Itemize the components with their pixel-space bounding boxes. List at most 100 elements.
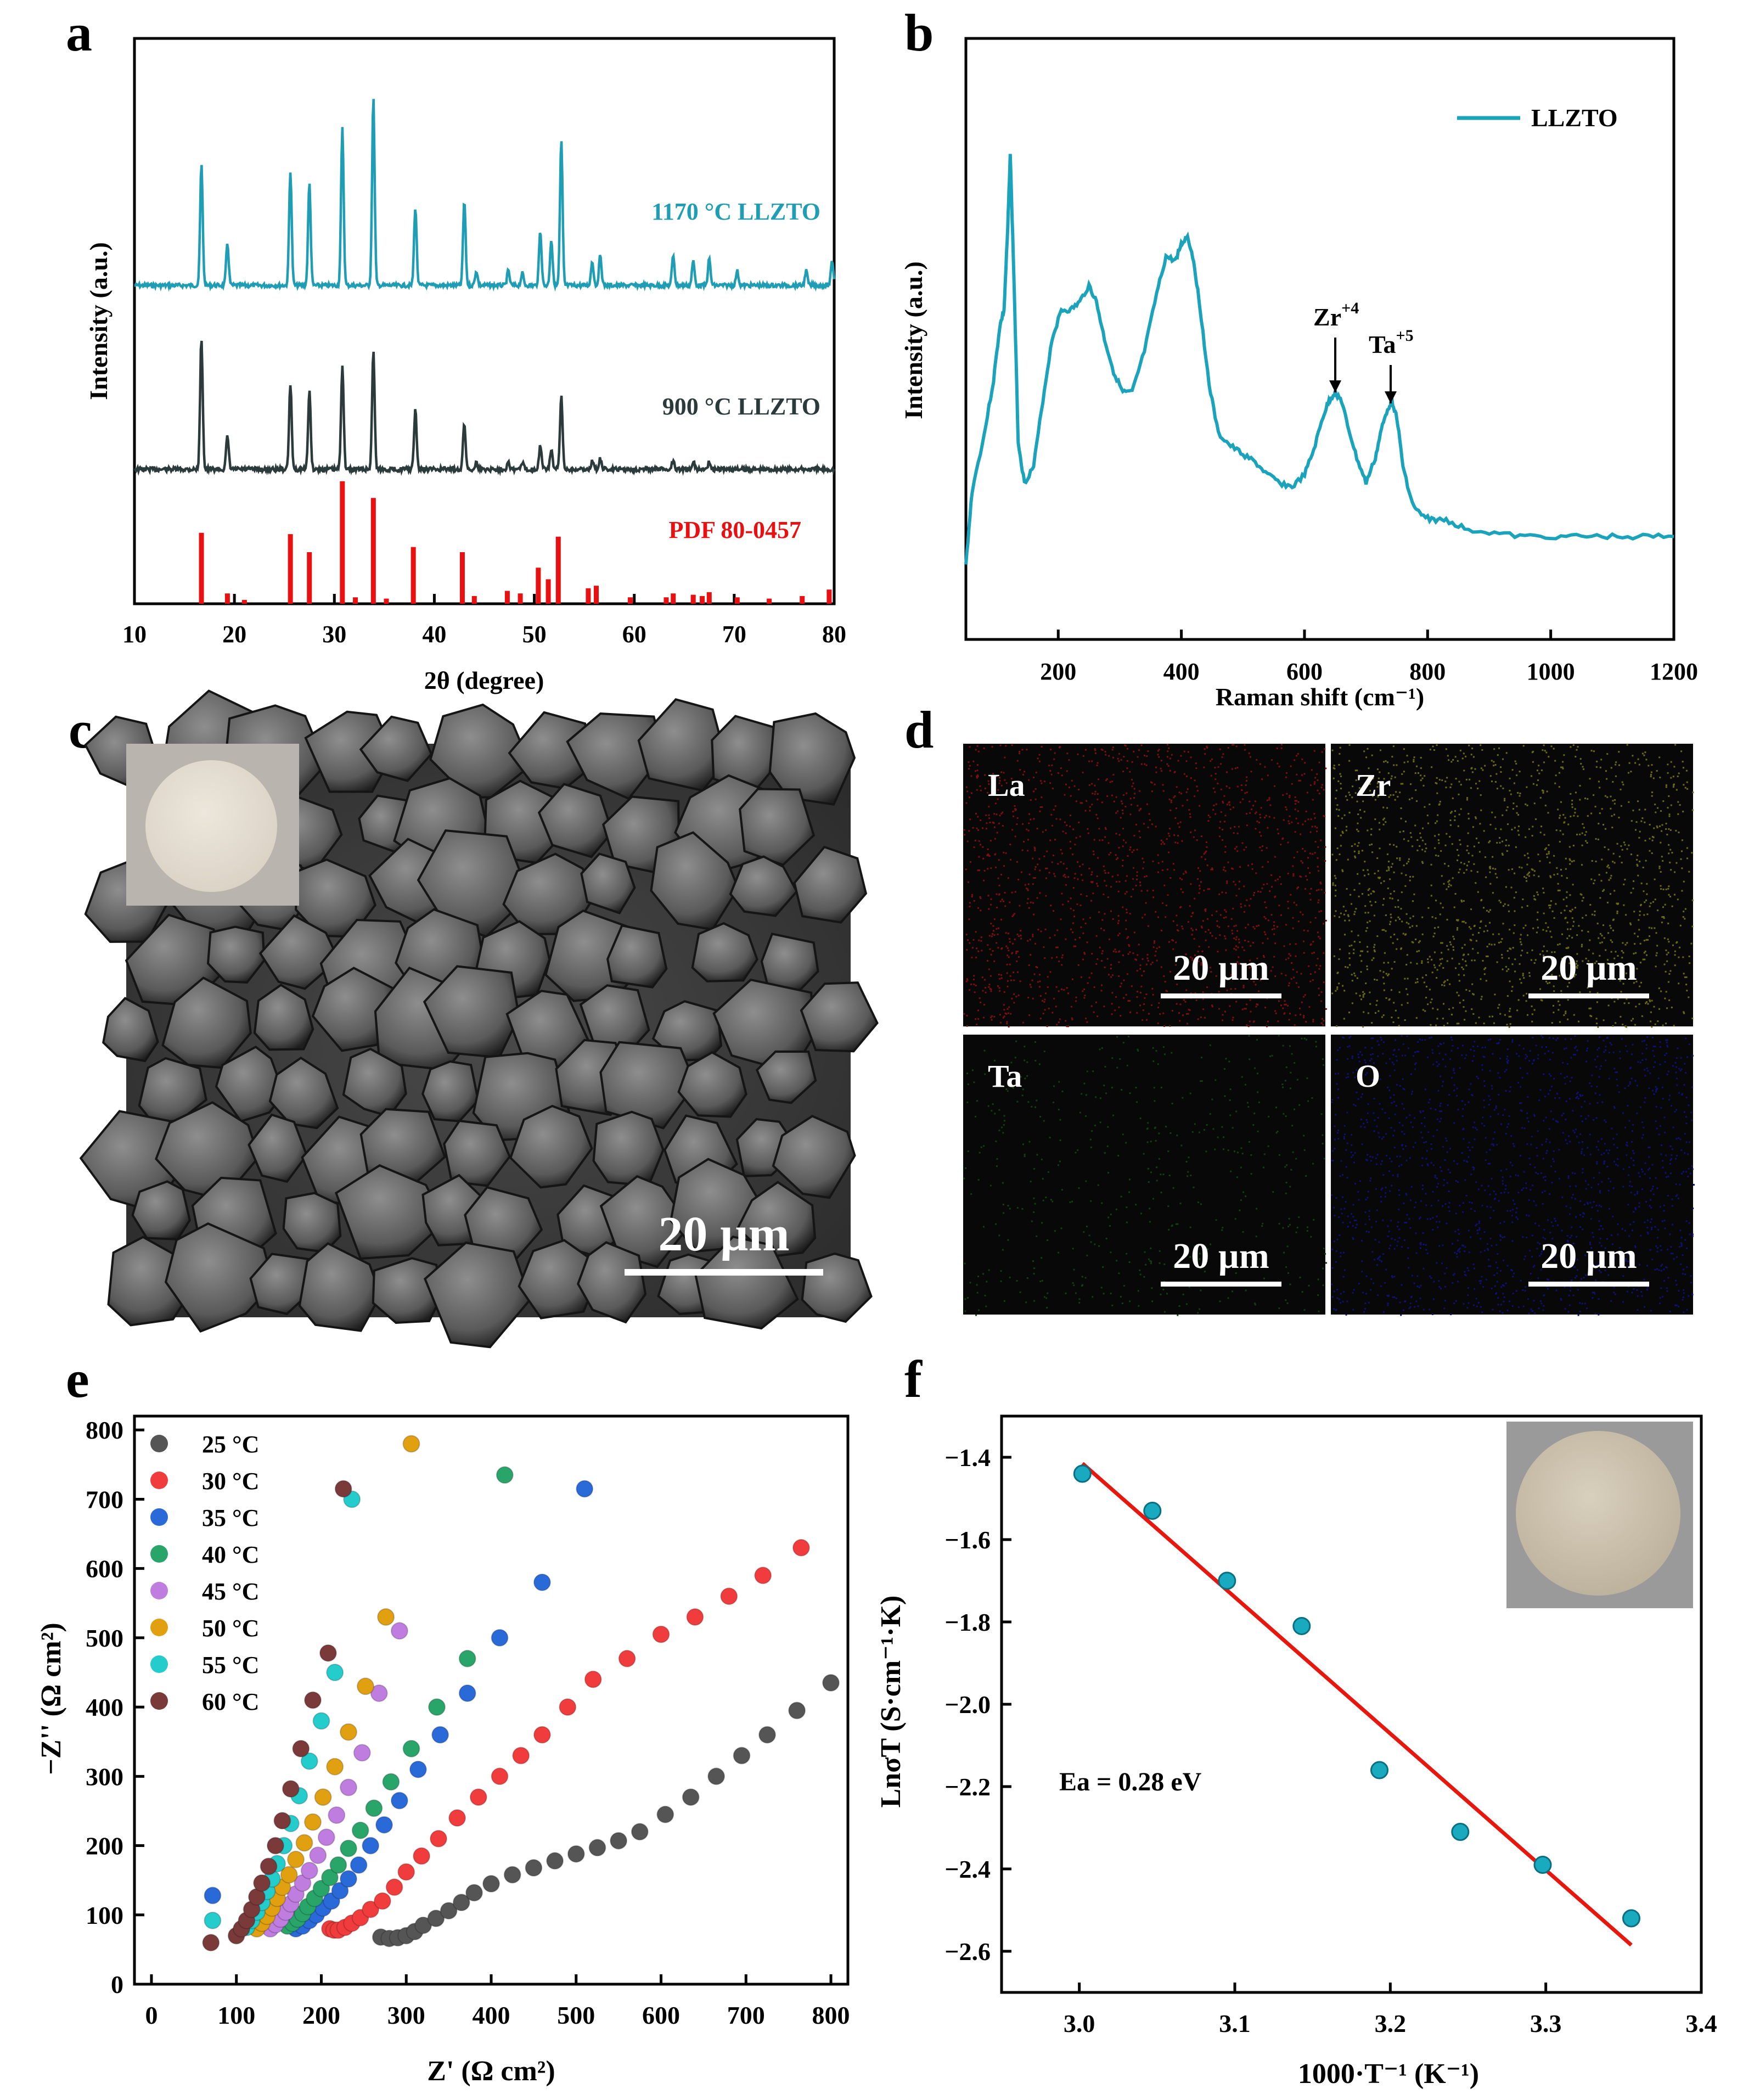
- eds-dot: [1092, 1070, 1094, 1073]
- eds-dot: [1272, 966, 1274, 968]
- eds-dot: [1122, 864, 1123, 867]
- eds-dot: [1346, 1300, 1348, 1302]
- eds-dot: [1662, 889, 1665, 890]
- eds-dot: [1268, 1115, 1270, 1118]
- eds-dot: [1680, 1057, 1682, 1059]
- eds-dot: [1525, 1000, 1527, 1002]
- eds-dot: [1258, 831, 1261, 833]
- eds-dot: [1414, 1306, 1416, 1308]
- eds-dot: [1463, 900, 1465, 902]
- eds-dot: [1268, 816, 1270, 818]
- eds-dot: [1521, 1110, 1523, 1112]
- eds-dot: [979, 997, 981, 1000]
- eds-dot: [1103, 1293, 1105, 1295]
- eds-dot: [1579, 1302, 1581, 1304]
- eds-dot: [1371, 1022, 1373, 1024]
- eds-dot: [1658, 1008, 1660, 1010]
- eds-dot: [1582, 917, 1584, 919]
- eds-dot: [1207, 815, 1210, 816]
- eds-dot: [1429, 804, 1431, 805]
- eds-dot: [1430, 1143, 1432, 1145]
- eds-dot: [1674, 894, 1675, 896]
- eds-dot: [1342, 1037, 1345, 1039]
- eds-dot: [1014, 1057, 1016, 1059]
- eds-dot: [1663, 1268, 1665, 1271]
- eds-dot: [1663, 1210, 1665, 1212]
- eds-dot: [1396, 1105, 1397, 1107]
- eds-dot: [1256, 1038, 1258, 1041]
- eds-dot: [1402, 1043, 1404, 1045]
- eds-dot: [1519, 793, 1521, 794]
- eds-dot: [993, 930, 994, 932]
- eds-dot: [1505, 1090, 1507, 1092]
- eds-dot: [1528, 1215, 1530, 1217]
- eds-dot: [1108, 938, 1110, 940]
- eds-dot: [1122, 839, 1124, 841]
- eds-dot: [1055, 946, 1058, 948]
- eds-dot: [1127, 748, 1128, 750]
- eds-dot: [1095, 752, 1097, 754]
- eds-dot: [1161, 770, 1163, 772]
- eds-dot: [1640, 962, 1641, 964]
- eds-dot: [1613, 1256, 1616, 1259]
- eds-dot: [1290, 954, 1291, 957]
- eds-dot: [1691, 1235, 1694, 1237]
- eds-dot: [1066, 867, 1068, 869]
- eds-dot: [1169, 1025, 1171, 1027]
- eds-dot: [1415, 939, 1416, 940]
- eds-dot: [1550, 969, 1553, 971]
- eds-dot: [1603, 1040, 1605, 1042]
- eds-dot: [1520, 1102, 1522, 1104]
- eds-dot: [1427, 822, 1429, 824]
- eds-dot: [1425, 1204, 1427, 1206]
- eds-dot: [1473, 845, 1475, 847]
- eds-dot: [1489, 867, 1491, 869]
- eds-dot: [1483, 1099, 1485, 1102]
- eds-dot: [1520, 941, 1522, 943]
- eds-dot: [1377, 795, 1379, 798]
- eds-dot: [1634, 1024, 1636, 1026]
- eds-dot: [1684, 787, 1686, 789]
- eds-dot: [1194, 829, 1196, 832]
- eds-dot: [1258, 924, 1260, 927]
- eds-scale-bar: [1161, 993, 1281, 998]
- eds-dot: [1522, 927, 1525, 929]
- eds-dot: [1300, 1013, 1302, 1015]
- eds-dot: [1459, 749, 1461, 751]
- eds-dot: [1289, 815, 1291, 817]
- eds-dot: [1473, 1049, 1475, 1052]
- eds-dot: [1493, 1131, 1495, 1133]
- eds-dot: [1454, 756, 1457, 758]
- eds-dot: [1019, 980, 1021, 982]
- eds-dot: [1620, 1015, 1622, 1018]
- eds-dot: [1416, 1051, 1418, 1053]
- eds-dot: [1402, 783, 1404, 785]
- sem-grain: [801, 1252, 873, 1323]
- eds-dot: [1499, 1077, 1501, 1079]
- eds-dot: [1537, 854, 1539, 856]
- eds-dot: [1229, 1088, 1232, 1091]
- eds-dot: [1476, 1229, 1478, 1232]
- eds-dot: [1592, 1292, 1594, 1294]
- eds-dot: [1561, 1114, 1563, 1116]
- eds-dot: [1463, 872, 1465, 874]
- eds-dot: [1058, 1164, 1059, 1166]
- eds-dot: [1388, 1117, 1390, 1119]
- eds-dot: [966, 979, 969, 981]
- eds-dot: [1404, 1222, 1406, 1224]
- eds-dot: [976, 947, 977, 950]
- eds-dot: [1230, 974, 1232, 976]
- eds-dot: [1543, 834, 1545, 836]
- eds-dot: [1649, 999, 1651, 1001]
- eds-dot: [1585, 1118, 1587, 1120]
- eds-dot: [1114, 948, 1116, 951]
- eds-dot: [1629, 1081, 1631, 1083]
- eds-dot: [1573, 975, 1576, 978]
- eds-dot: [1637, 1309, 1639, 1311]
- eds-dot: [1502, 840, 1503, 843]
- eds-dot: [1205, 850, 1207, 852]
- eds-dot: [1352, 1292, 1354, 1294]
- eds-dot: [1691, 899, 1694, 901]
- eds-dot: [1345, 909, 1347, 912]
- eds-dot: [1355, 992, 1357, 995]
